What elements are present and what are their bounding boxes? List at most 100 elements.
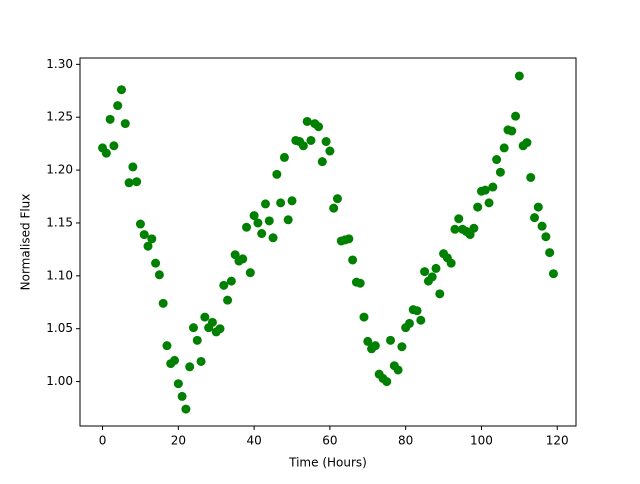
data-point — [147, 234, 157, 244]
data-point — [416, 315, 426, 325]
y-tick-label: 1.15 — [46, 215, 73, 229]
y-axis-label: Normalised Flux — [19, 194, 33, 291]
data-point — [530, 213, 540, 223]
data-point — [332, 194, 342, 204]
data-point — [196, 356, 206, 366]
y-tick-label: 1.30 — [46, 57, 73, 71]
data-point — [253, 218, 263, 228]
data-point — [537, 221, 547, 231]
x-tick-label: 40 — [246, 434, 261, 448]
y-tick-label: 1.05 — [46, 321, 73, 335]
data-point — [276, 198, 286, 208]
data-point — [488, 182, 498, 192]
data-point — [101, 148, 111, 158]
data-point — [533, 202, 543, 212]
data-point — [139, 230, 149, 240]
data-point — [135, 219, 145, 229]
x-tick-label: 0 — [99, 434, 107, 448]
x-tick-label: 120 — [546, 434, 569, 448]
x-tick-label: 100 — [470, 434, 493, 448]
data-point — [219, 280, 229, 290]
y-tick-label: 1.20 — [46, 163, 73, 177]
data-point — [264, 216, 274, 226]
data-point — [511, 111, 521, 121]
data-point — [116, 85, 126, 95]
data-point — [397, 342, 407, 352]
data-point — [393, 365, 403, 375]
data-point — [162, 341, 172, 351]
data-point — [382, 377, 392, 387]
data-point — [109, 141, 119, 151]
data-point — [420, 267, 430, 277]
data-point — [314, 122, 324, 132]
data-point — [223, 295, 233, 305]
data-point — [359, 312, 369, 322]
data-point — [507, 126, 517, 136]
data-point — [268, 233, 278, 243]
data-point — [484, 198, 494, 208]
data-point — [454, 214, 464, 224]
data-point — [325, 146, 335, 156]
data-point — [344, 234, 354, 244]
data-point — [480, 185, 490, 195]
x-tick-label: 80 — [398, 434, 413, 448]
data-point — [435, 289, 445, 299]
data-point — [185, 362, 195, 372]
data-point — [120, 119, 130, 129]
data-point — [412, 306, 422, 316]
y-tick-label: 1.10 — [46, 268, 73, 282]
data-point — [545, 248, 555, 258]
data-point — [287, 196, 297, 206]
data-point — [469, 223, 479, 233]
data-point — [128, 162, 138, 172]
data-point — [154, 270, 164, 280]
data-point — [355, 278, 365, 288]
data-point — [245, 268, 255, 278]
data-point — [321, 137, 331, 147]
data-point — [298, 141, 308, 151]
data-point — [302, 116, 312, 126]
data-point — [170, 355, 180, 365]
x-axis-label: Time (Hours) — [288, 456, 367, 470]
data-point — [173, 379, 183, 389]
data-point — [404, 318, 414, 328]
data-point — [279, 152, 289, 162]
data-point — [151, 258, 161, 268]
data-point — [158, 298, 168, 308]
data-point — [317, 157, 327, 167]
data-point — [306, 135, 316, 145]
data-point — [200, 312, 210, 322]
data-point — [257, 229, 267, 239]
data-point — [386, 335, 396, 345]
data-point — [260, 199, 270, 209]
data-point — [226, 276, 236, 286]
data-point — [192, 335, 202, 345]
data-point — [446, 258, 456, 268]
y-tick-label: 1.25 — [46, 110, 73, 124]
data-point — [427, 272, 437, 282]
y-tick-label: 1.00 — [46, 374, 73, 388]
data-point — [363, 336, 373, 346]
data-point — [473, 202, 483, 212]
data-point — [548, 269, 558, 279]
data-point — [207, 317, 217, 327]
data-point — [113, 101, 123, 111]
data-point — [499, 143, 509, 153]
data-point — [450, 224, 460, 234]
plot-frame — [79, 57, 577, 427]
data-point — [238, 254, 248, 264]
data-point — [215, 324, 225, 334]
data-point — [249, 211, 259, 221]
data-point — [242, 222, 252, 232]
data-point — [526, 172, 536, 182]
data-point — [132, 177, 142, 187]
x-tick-label: 60 — [322, 434, 337, 448]
data-point — [492, 155, 502, 165]
data-point — [431, 263, 441, 273]
data-point — [370, 341, 380, 351]
data-point — [143, 241, 153, 251]
data-point — [329, 203, 339, 213]
data-point — [495, 167, 505, 177]
